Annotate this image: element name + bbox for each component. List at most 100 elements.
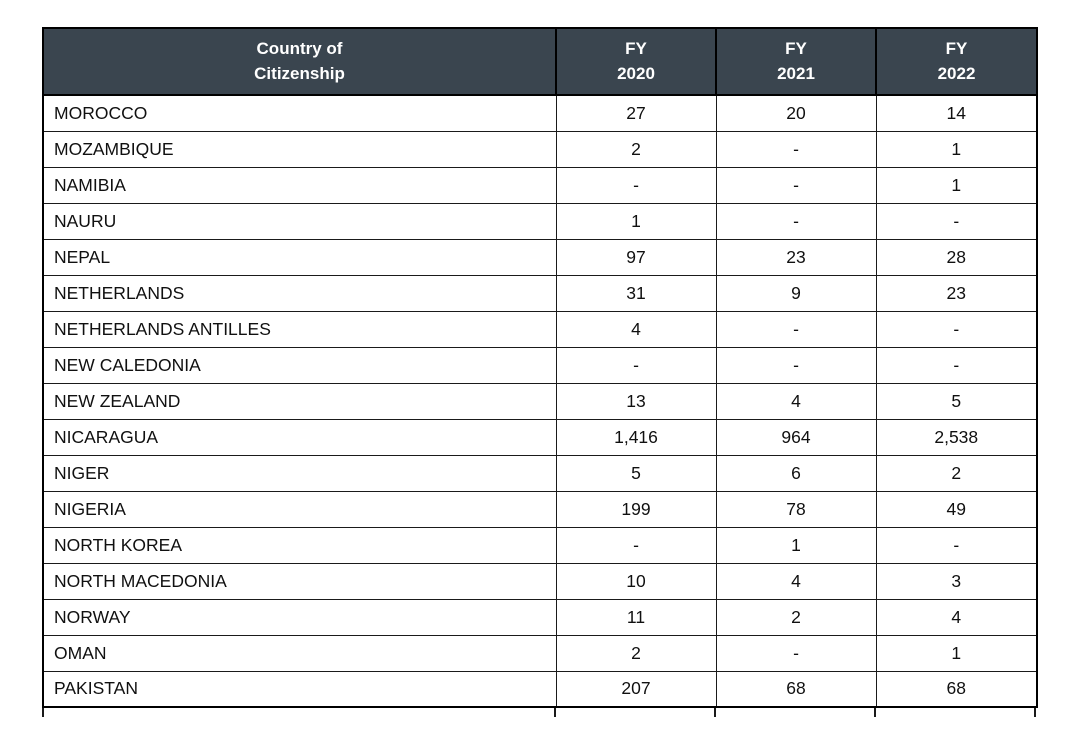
partial-row-border <box>1034 708 1036 717</box>
country-cell: NETHERLANDS <box>42 274 557 312</box>
value-cell: 9 <box>715 274 877 312</box>
country-cell: NEPAL <box>42 238 557 276</box>
table-row: NEW ZEALAND 13 4 5 <box>42 382 1038 420</box>
country-cell: NIGERIA <box>42 490 557 528</box>
header-row: Country of Citizenship FY 2020 FY 2021 F… <box>42 27 1038 96</box>
value-cell: 5 <box>555 454 717 492</box>
value-cell: 4 <box>715 562 877 600</box>
value-cell: 964 <box>715 418 877 456</box>
cutoff-partial-row <box>42 708 1036 717</box>
table-row: NORWAY 11 2 4 <box>42 598 1038 636</box>
country-cell: NAURU <box>42 202 557 240</box>
value-cell: 13 <box>555 382 717 420</box>
value-cell: 1 <box>875 130 1038 168</box>
value-cell: 3 <box>875 562 1038 600</box>
header-fy-2022: FY 2022 <box>875 27 1038 96</box>
value-cell: - <box>555 346 717 384</box>
country-cell: NICARAGUA <box>42 418 557 456</box>
header-fy-2020: FY 2020 <box>555 27 717 96</box>
value-cell: - <box>555 526 717 564</box>
country-cell: MOROCCO <box>42 94 557 132</box>
value-cell: 2 <box>875 454 1038 492</box>
partial-row-border <box>42 708 44 717</box>
table-row: NEW CALEDONIA - - - <box>42 346 1038 384</box>
country-cell: NETHERLANDS ANTILLES <box>42 310 557 348</box>
header-country-of-citizenship: Country of Citizenship <box>42 27 557 96</box>
value-cell: 49 <box>875 490 1038 528</box>
country-cell: NAMIBIA <box>42 166 557 204</box>
value-cell: - <box>715 634 877 672</box>
value-cell: 1,416 <box>555 418 717 456</box>
value-cell: 1 <box>555 202 717 240</box>
value-cell: 4 <box>555 310 717 348</box>
value-cell: - <box>715 310 877 348</box>
value-cell: 68 <box>715 670 877 708</box>
country-cell: OMAN <box>42 634 557 672</box>
value-cell: 28 <box>875 238 1038 276</box>
table-row: NEPAL 97 23 28 <box>42 238 1038 276</box>
value-cell: 1 <box>715 526 877 564</box>
citizenship-table: Country of Citizenship FY 2020 FY 2021 F… <box>42 27 1038 708</box>
value-cell: 6 <box>715 454 877 492</box>
value-cell: - <box>875 526 1038 564</box>
country-cell: NORTH MACEDONIA <box>42 562 557 600</box>
value-cell: 4 <box>875 598 1038 636</box>
value-cell: - <box>715 130 877 168</box>
table-row: MOZAMBIQUE 2-1 <box>42 130 1038 168</box>
value-cell: 20 <box>715 94 877 132</box>
header-fy-2021: FY 2021 <box>715 27 877 96</box>
value-cell: 2 <box>555 634 717 672</box>
value-cell: 5 <box>875 382 1038 420</box>
value-cell: 1 <box>875 634 1038 672</box>
value-cell: 2 <box>555 130 717 168</box>
value-cell: - <box>875 202 1038 240</box>
partial-row-border <box>714 708 716 717</box>
table-row: MOROCCO 27 20 14 <box>42 94 1038 132</box>
country-cell: NIGER <box>42 454 557 492</box>
citizenship-table-container: Country of Citizenship FY 2020 FY 2021 F… <box>42 27 1038 717</box>
value-cell: 23 <box>715 238 877 276</box>
table-row: NIGERIA 199 78 49 <box>42 490 1038 528</box>
value-cell: 68 <box>875 670 1038 708</box>
country-cell: NORTH KOREA <box>42 526 557 564</box>
table-row: NIGER 5 6 2 <box>42 454 1038 492</box>
partial-row-border <box>874 708 876 717</box>
table-row: NAURU 1- - <box>42 202 1038 240</box>
table-row: OMAN 2-1 <box>42 634 1038 672</box>
value-cell: 78 <box>715 490 877 528</box>
table-row: NORTH MACEDONIA 10 4 3 <box>42 562 1038 600</box>
value-cell: - <box>555 166 717 204</box>
value-cell: - <box>715 166 877 204</box>
value-cell: 207 <box>555 670 717 708</box>
table-header: Country of Citizenship FY 2020 FY 2021 F… <box>42 27 1038 96</box>
table-body: MOROCCO 27 20 14 MOZAMBIQUE 2-1 NAMIBIA - -1 NAUR… <box>42 94 1038 708</box>
value-cell: 27 <box>555 94 717 132</box>
value-cell: - <box>715 202 877 240</box>
value-cell: 97 <box>555 238 717 276</box>
table-row: NETHERLANDS 31 9 23 <box>42 274 1038 312</box>
partial-row-border <box>554 708 556 717</box>
table-row: NICARAGUA 1,416 964 2,538 <box>42 418 1038 456</box>
value-cell: 10 <box>555 562 717 600</box>
value-cell: 23 <box>875 274 1038 312</box>
value-cell: 199 <box>555 490 717 528</box>
value-cell: - <box>875 346 1038 384</box>
country-cell: PAKISTAN <box>42 670 557 708</box>
table-row: PAKISTAN 207 68 68 <box>42 670 1038 708</box>
value-cell: 4 <box>715 382 877 420</box>
table-row: NAMIBIA - -1 <box>42 166 1038 204</box>
value-cell: 2 <box>715 598 877 636</box>
country-cell: MOZAMBIQUE <box>42 130 557 168</box>
value-cell: - <box>715 346 877 384</box>
value-cell: - <box>875 310 1038 348</box>
table-row: NORTH KOREA -1- <box>42 526 1038 564</box>
country-cell: NEW CALEDONIA <box>42 346 557 384</box>
table-row: NETHERLANDS ANTILLES 4- - <box>42 310 1038 348</box>
value-cell: 14 <box>875 94 1038 132</box>
value-cell: 2,538 <box>875 418 1038 456</box>
value-cell: 31 <box>555 274 717 312</box>
country-cell: NEW ZEALAND <box>42 382 557 420</box>
country-cell: NORWAY <box>42 598 557 636</box>
value-cell: 1 <box>875 166 1038 204</box>
